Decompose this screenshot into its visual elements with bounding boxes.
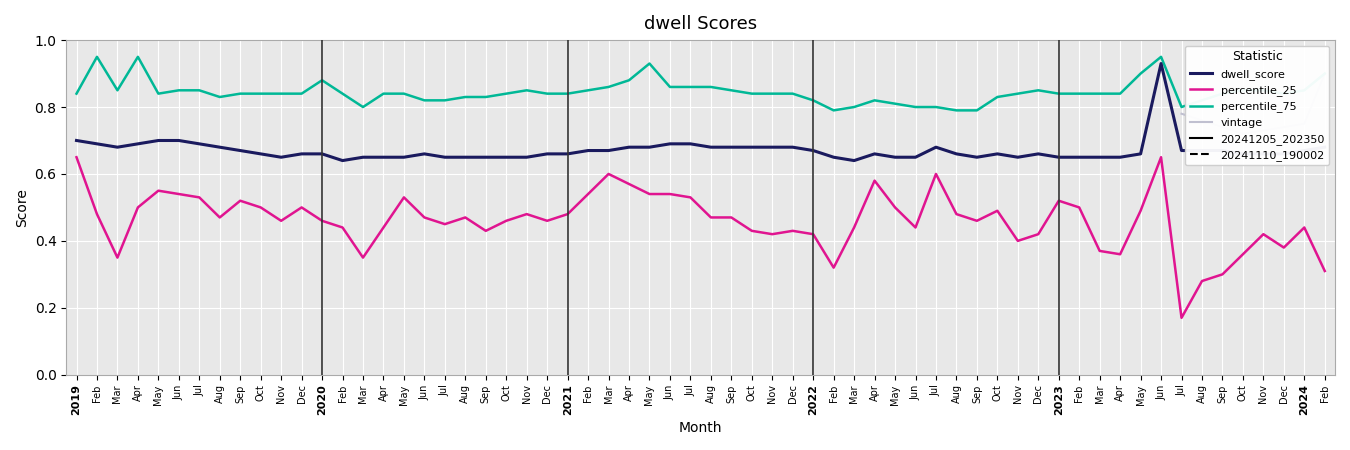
percentile_25 (69, 154, 85, 160)
dwell_score (335, 158, 351, 163)
dwell_score (315, 151, 331, 157)
dwell_score (703, 144, 720, 150)
vintage (1296, 121, 1312, 126)
percentile_75 (69, 91, 85, 96)
percentile_25 (826, 265, 842, 270)
vintage (1316, 71, 1332, 76)
percentile_25 (396, 195, 412, 200)
vintage (1276, 124, 1292, 130)
vintage (1193, 118, 1210, 123)
Line: percentile_25: percentile_25 (77, 157, 1324, 318)
percentile_25 (1316, 268, 1332, 274)
dwell_score (1153, 61, 1169, 66)
percentile_75 (89, 54, 105, 59)
Line: percentile_75: percentile_75 (77, 57, 1324, 110)
dwell_score (1316, 144, 1332, 150)
percentile_75 (1316, 71, 1332, 76)
percentile_25 (1173, 315, 1189, 320)
Y-axis label: Score: Score (15, 188, 28, 227)
percentile_75 (867, 98, 883, 103)
percentile_75 (192, 88, 208, 93)
dwell_score (846, 158, 863, 163)
X-axis label: Month: Month (679, 421, 722, 435)
percentile_75 (416, 98, 432, 103)
percentile_25 (1153, 154, 1169, 160)
percentile_75 (826, 108, 842, 113)
Legend: dwell_score, percentile_25, percentile_75, vintage, 20241205_202350, 20241110_19: dwell_score, percentile_25, percentile_7… (1185, 45, 1330, 166)
dwell_score (69, 138, 85, 143)
percentile_75 (1193, 98, 1210, 103)
vintage (1215, 124, 1231, 130)
percentile_75 (335, 91, 351, 96)
percentile_75 (703, 84, 720, 90)
vintage (1256, 128, 1272, 133)
dwell_score (1193, 148, 1210, 153)
percentile_25 (170, 191, 186, 197)
Title: dwell Scores: dwell Scores (644, 15, 757, 33)
percentile_25 (682, 195, 698, 200)
dwell_score (416, 151, 432, 157)
vintage (1173, 111, 1189, 117)
Line: vintage: vintage (1181, 73, 1324, 134)
vintage (1235, 131, 1251, 136)
percentile_25 (315, 218, 331, 224)
dwell_score (170, 138, 186, 143)
Line: dwell_score: dwell_score (77, 63, 1324, 161)
